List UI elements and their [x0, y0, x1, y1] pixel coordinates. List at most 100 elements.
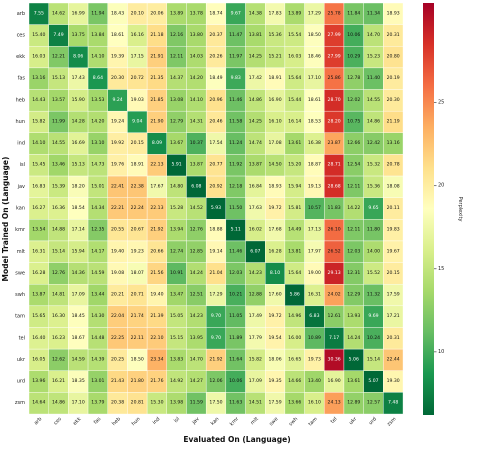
- cell-value-label: 12.11: [170, 54, 183, 60]
- cell-value-label: 11.84: [347, 10, 360, 16]
- cell-value-label: 12.11: [347, 227, 360, 233]
- cell-value-label: 17.59: [387, 292, 400, 298]
- x-tick-labels: arb ces ekk fas heb hun ind isl jav kan kmr mlt swe s…: [33, 416, 398, 428]
- cell-value-label: 13.01: [91, 378, 104, 384]
- cell-value-label: 19.40: [150, 292, 163, 298]
- cell-value-label: 27.99: [328, 54, 341, 60]
- cell-value-label: 14.70: [367, 32, 380, 38]
- cell-value-label: 20.37: [209, 32, 222, 38]
- cell-value-label: 10.06: [347, 32, 360, 38]
- cell-value-label: 14.10: [190, 97, 203, 103]
- x-tick-label: arb: [33, 416, 43, 426]
- cell-value-label: 17.68: [268, 227, 281, 233]
- cell-value-label: 12.03: [347, 248, 360, 254]
- cell-value-label: 14.27: [190, 378, 203, 384]
- cell-value-label: 15.30: [150, 400, 163, 406]
- cell-value-label: 14.73: [91, 162, 104, 168]
- cell-value-label: 7.17: [329, 335, 339, 341]
- colorbar-label: Perplexity: [457, 197, 463, 222]
- cell-value-label: 18.61: [308, 97, 321, 103]
- cell-value-label: 15.32: [367, 162, 380, 168]
- cell-value-label: 19.73: [308, 356, 321, 362]
- cell-value-label: 15.65: [32, 313, 45, 319]
- cell-value-label: 13.87: [32, 292, 45, 298]
- cell-value-label: 13.40: [308, 378, 321, 384]
- cell-value-label: 15.14: [367, 356, 380, 362]
- cell-value-label: 17.21: [387, 313, 400, 319]
- cell-value-label: 8.06: [73, 54, 83, 60]
- cell-value-label: 6.08: [191, 183, 201, 189]
- cell-value-label: 19.08: [111, 270, 124, 276]
- y-tick-label: kan: [16, 206, 25, 212]
- cell-value-label: 13.75: [72, 32, 85, 38]
- cell-value-label: 14.92: [170, 378, 183, 384]
- cell-value-label: 18.35: [72, 378, 85, 384]
- x-tick-label: kmr: [229, 416, 241, 428]
- cell-value-label: 11.32: [367, 292, 380, 298]
- y-tick-label: swh: [15, 292, 25, 298]
- cell-value-label: 13.61: [288, 140, 301, 146]
- cell-value-label: 9.70: [211, 313, 221, 319]
- cell-value-label: 19.76: [111, 162, 124, 168]
- cell-value-label: 12.42: [367, 140, 380, 146]
- cell-value-label: 18.53: [308, 118, 321, 124]
- cell-value-label: 13.84: [91, 32, 104, 38]
- cell-value-label: 13.16: [387, 140, 400, 146]
- cell-value-label: 21.85: [150, 97, 163, 103]
- cell-value-label: 16.84: [249, 183, 262, 189]
- x-tick-label: ukr: [348, 416, 359, 427]
- cell-value-label: 22.38: [131, 183, 144, 189]
- colorbar-tick-label: 25: [438, 100, 444, 106]
- cell-value-label: 21.90: [150, 118, 163, 124]
- cell-value-label: 14.96: [288, 313, 301, 319]
- cell-value-label: 17.10: [72, 400, 85, 406]
- cell-value-label: 14.74: [249, 140, 262, 146]
- y-tick-label: heb: [16, 97, 25, 103]
- cell-value-label: 17.59: [268, 400, 281, 406]
- cell-value-label: 10.21: [229, 292, 242, 298]
- heatmap-cells: [28, 2, 404, 415]
- cell-value-label: 21.92: [150, 227, 163, 233]
- cell-value-label: 11.47: [229, 32, 242, 38]
- cell-value-label: 13.89: [170, 10, 183, 16]
- cell-value-label: 13.53: [91, 97, 104, 103]
- cell-value-label: 14.23: [249, 270, 262, 276]
- cell-value-label: 16.16: [131, 32, 144, 38]
- cell-value-label: 26.10: [328, 227, 341, 233]
- x-tick-label: heb: [111, 416, 122, 427]
- cell-value-label: 20.80: [387, 54, 400, 60]
- cell-value-label: 28.71: [328, 162, 341, 168]
- cell-value-label: 15.45: [32, 162, 45, 168]
- cell-value-label: 12.76: [190, 227, 203, 233]
- cell-value-label: 18.49: [209, 75, 222, 81]
- cell-value-label: 20.31: [387, 335, 400, 341]
- cell-value-label: 22.24: [131, 205, 144, 211]
- cell-value-label: 15.14: [52, 248, 65, 254]
- cell-value-label: 21.43: [111, 378, 124, 384]
- cell-value-label: 21.76: [150, 378, 163, 384]
- cell-value-label: 18.61: [111, 32, 124, 38]
- cell-value-label: 15.39: [52, 183, 65, 189]
- cell-value-label: 20.71: [131, 292, 144, 298]
- cell-value-label: 17.09: [72, 292, 85, 298]
- cell-value-label: 14.66: [288, 378, 301, 384]
- cell-value-label: 10.91: [170, 270, 183, 276]
- cell-value-label: 17.29: [209, 292, 222, 298]
- cell-value-label: 11.64: [229, 356, 242, 362]
- cell-value-label: 19.92: [111, 140, 124, 146]
- cell-value-label: 13.66: [288, 400, 301, 406]
- y-tick-label: tel: [19, 335, 25, 341]
- cell-value-label: 12.74: [170, 248, 183, 254]
- cell-value-label: 18.50: [308, 32, 321, 38]
- cell-value-label: 15.44: [288, 97, 301, 103]
- colorbar-tick-label: 10: [438, 349, 444, 355]
- cell-value-label: 22.21: [111, 205, 124, 211]
- cell-value-label: 18.43: [111, 10, 124, 16]
- cell-value-label: 12.16: [170, 32, 183, 38]
- colorbar: [423, 3, 434, 415]
- cell-value-label: 15.05: [170, 313, 183, 319]
- cell-value-label: 15.94: [72, 248, 85, 254]
- y-tick-label: zsm: [15, 400, 25, 406]
- cell-value-label: 17.79: [249, 335, 262, 341]
- cell-value-label: 21.56: [150, 270, 163, 276]
